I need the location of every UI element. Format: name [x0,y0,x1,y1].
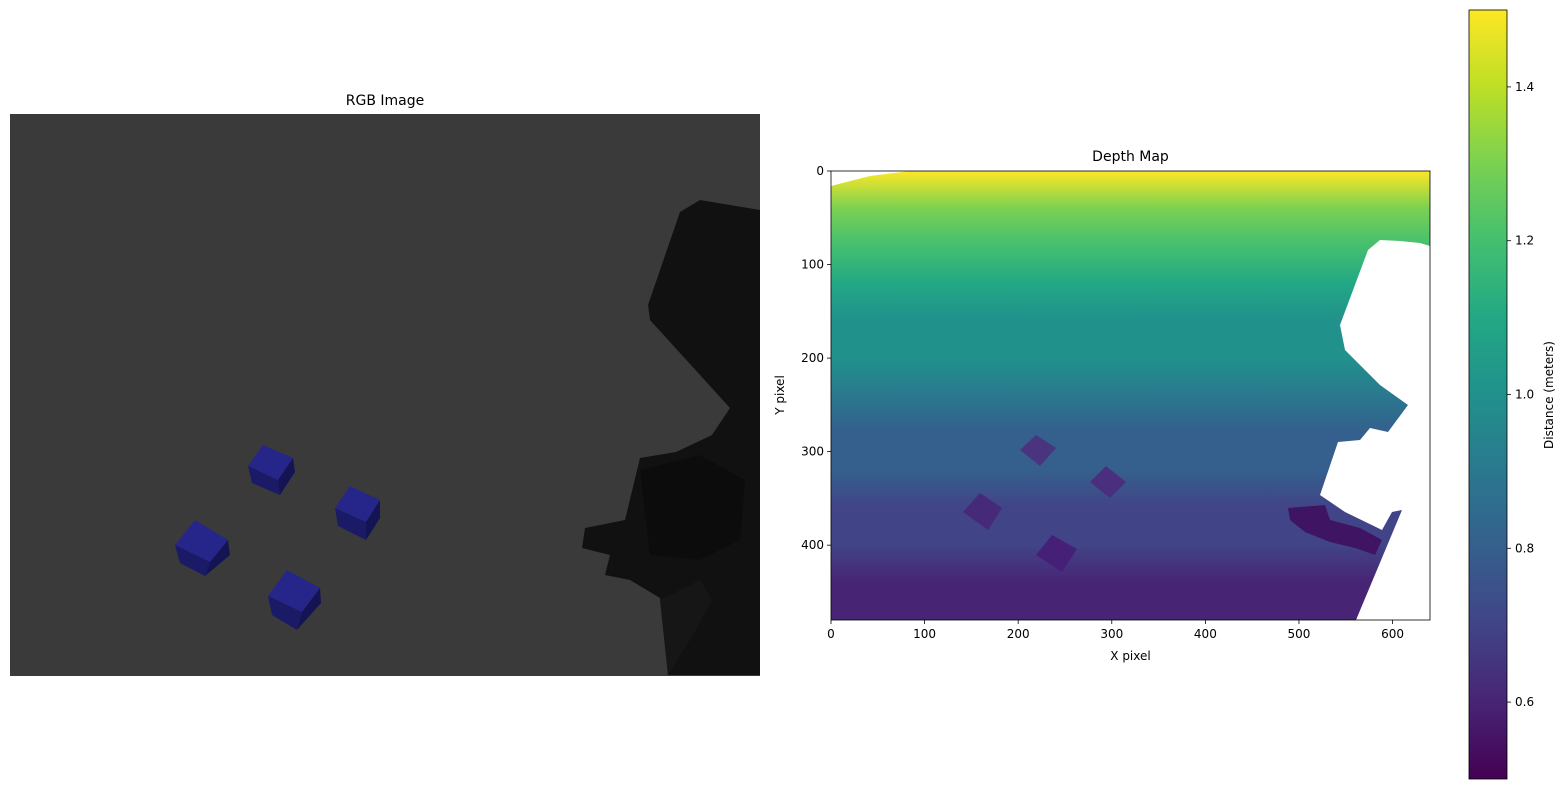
rgb-title: RGB Image [346,93,424,109]
no-data-region [1320,240,1430,620]
depth-y-ticks: 0 100 200 300 400 [801,164,831,552]
depth-x-ticks: 0 100 200 300 400 500 600 [827,620,1404,641]
depth-objects [963,435,1382,572]
robot-arm [582,200,760,675]
cube [175,520,230,576]
depth-field [831,171,1430,620]
y-axis-label: Y pixel [773,375,787,416]
depth-gripper [1288,505,1382,555]
x-tick-label: 0 [827,627,835,641]
depth-cube [1036,535,1077,572]
y-tick-label: 100 [801,258,824,272]
colorbar-tick-label: 1.0 [1515,388,1534,402]
y-tick-label: 400 [801,538,824,552]
gripper-finger [660,580,712,675]
depth-cube [963,493,1002,530]
colorbar-tick-label: 1.4 [1515,80,1534,94]
y-tick-label: 300 [801,445,824,459]
colorbar-label: Distance (meters) [1542,341,1556,449]
depth-image [831,171,1430,620]
x-tick-label: 500 [1288,627,1311,641]
cube [268,570,321,630]
colorbar-ticks: 0.6 0.8 1.0 1.2 1.4 [1507,80,1534,709]
cube [248,445,295,495]
x-tick-label: 300 [1100,627,1123,641]
x-axis-label: X pixel [1110,649,1150,663]
colorbar-tick-label: 0.6 [1515,695,1534,709]
depth-cube [1090,466,1126,498]
x-tick-label: 100 [913,627,936,641]
colorbar-tick-label: 0.8 [1515,541,1534,555]
x-tick-label: 200 [1007,627,1030,641]
rgb-background [10,114,760,676]
x-tick-label: 400 [1194,627,1217,641]
x-tick-label: 600 [1381,627,1404,641]
gripper [640,455,745,560]
no-data-region [831,171,910,186]
cube [335,486,380,540]
y-tick-label: 200 [801,351,824,365]
depth-title: Depth Map [1092,149,1169,165]
colorbar [1469,10,1507,779]
depth-cube [1020,435,1056,466]
depth-frame [830,170,1431,621]
colorbar-tick-label: 1.2 [1515,234,1534,248]
y-tick-label: 0 [816,164,824,178]
rgb-image [10,114,760,676]
